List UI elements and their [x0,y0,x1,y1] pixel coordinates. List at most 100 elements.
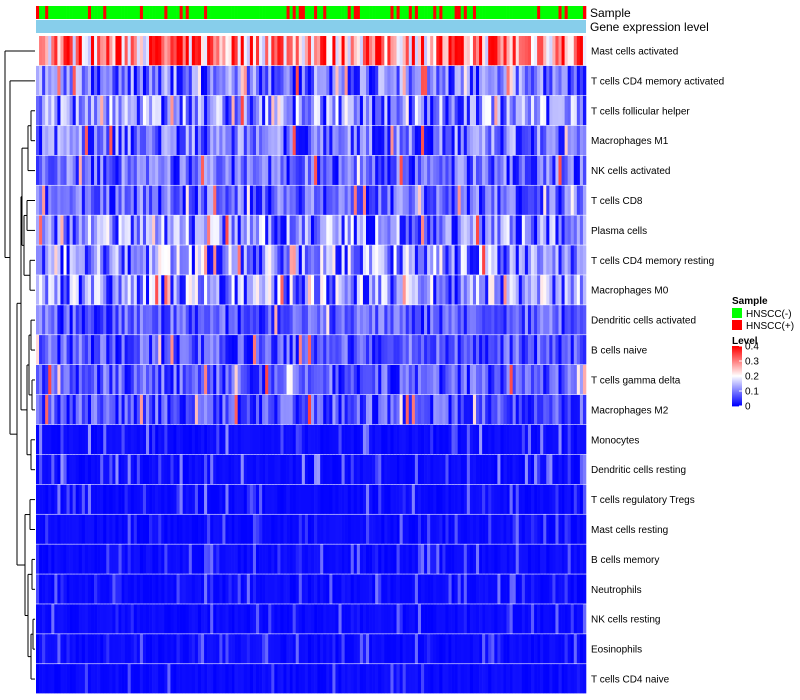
heatmap-cell [222,155,226,185]
heatmap-cell [417,634,422,664]
heatmap-cell [414,275,419,305]
heatmap-cell [142,484,147,514]
heatmap-cell [546,664,550,694]
heatmap-cell [369,125,373,156]
heatmap-cell [259,514,263,544]
heatmap-cell [454,155,458,185]
heatmap-cell [381,574,385,604]
heatmap-cell [268,36,272,66]
heatmap-cell [494,365,498,395]
heatmap-cell [372,305,376,335]
heatmap-cell [454,544,458,574]
heatmap-cell [524,484,529,514]
level-scale-step [732,365,742,367]
heatmap-cell [60,36,64,66]
heatmap-cell [173,65,177,96]
heatmap-cell [494,394,498,425]
heatmap-cell [72,664,77,694]
heatmap-cell [201,335,205,365]
heatmap-cell [491,514,495,544]
heatmap-cell [87,36,92,66]
heatmap-cell [521,245,526,275]
heatmap-cell [485,65,489,96]
heatmap-cell [243,155,248,185]
heatmap-cell [222,275,226,305]
heatmap-cell [231,394,235,425]
heatmap-cell [100,275,104,305]
heatmap-cell [430,185,434,215]
heatmap-cell [332,125,336,156]
heatmap-cell [240,394,245,425]
heatmap-cell [237,95,242,126]
heatmap-cell [521,275,526,305]
heatmap-cell [579,125,584,156]
heatmap-cell [335,424,339,455]
heatmap-cell [576,125,581,156]
heatmap-cell [356,155,361,185]
heatmap-cell [445,664,449,694]
heatmap-cell [500,664,504,694]
heatmap-cell [301,65,306,96]
heatmap-cell [182,514,187,544]
heatmap-cell [289,65,293,96]
heatmap-cell [112,95,116,126]
heatmap-cell [262,125,266,156]
heatmap-cell [390,604,394,634]
heatmap-cell [558,335,562,365]
heatmap-cell [307,65,312,96]
heatmap-cell [286,335,290,365]
heatmap-cell [323,95,327,126]
heatmap-cell [359,365,364,395]
heatmap-cell [323,544,327,574]
heatmap-cell [115,215,119,245]
heatmap-cell [332,245,336,275]
heatmap-cell [115,275,119,305]
heatmap-cell [179,245,183,275]
sample-annotation-cell [100,6,104,19]
heatmap-cell [155,604,159,634]
heatmap-cell [155,185,159,215]
heatmap-cell [540,245,544,275]
heatmap-cell [170,185,174,215]
heatmap-cell [341,365,345,395]
heatmap-cell [54,664,58,694]
heatmap-cell [463,365,468,395]
heatmap-cell [405,305,410,335]
heatmap-cell [317,245,321,275]
heatmap-cell [411,155,416,185]
heatmap-cell [210,394,214,425]
heatmap-cell [326,484,330,514]
heatmap-cell [274,604,278,634]
heatmap-cell [292,574,297,604]
heatmap-cell [488,275,492,305]
heatmap-cell [225,155,229,185]
heatmap-cell [115,454,119,485]
heatmap-cell [347,454,352,485]
heatmap-cell [378,185,382,215]
heatmap-cell [476,155,480,185]
heatmap-cell [280,365,284,395]
heatmap-cell [112,664,116,694]
heatmap-cell [256,275,260,305]
heatmap-cell [262,514,266,544]
heatmap-cell [213,544,217,574]
heatmap-cell [573,544,578,574]
heatmap-cell [497,36,501,66]
heatmap-cell [130,424,135,455]
heatmap-cell [60,574,64,604]
heatmap-cell [66,454,70,485]
heatmap-cell [381,125,385,156]
heatmap-cell [387,155,391,185]
heatmap-cell [576,245,581,275]
heatmap-cell [491,185,495,215]
heatmap-cell [381,36,385,66]
heatmap-cell [537,155,541,185]
heatmap-cell [485,275,489,305]
heatmap-cell [402,95,407,126]
heatmap-cell [42,125,46,156]
row-label: Macrophages M2 [591,405,669,416]
heatmap-cell [561,365,565,395]
heatmap-cell [399,185,403,215]
heatmap-cell [268,215,272,245]
heatmap-cell [167,95,171,126]
